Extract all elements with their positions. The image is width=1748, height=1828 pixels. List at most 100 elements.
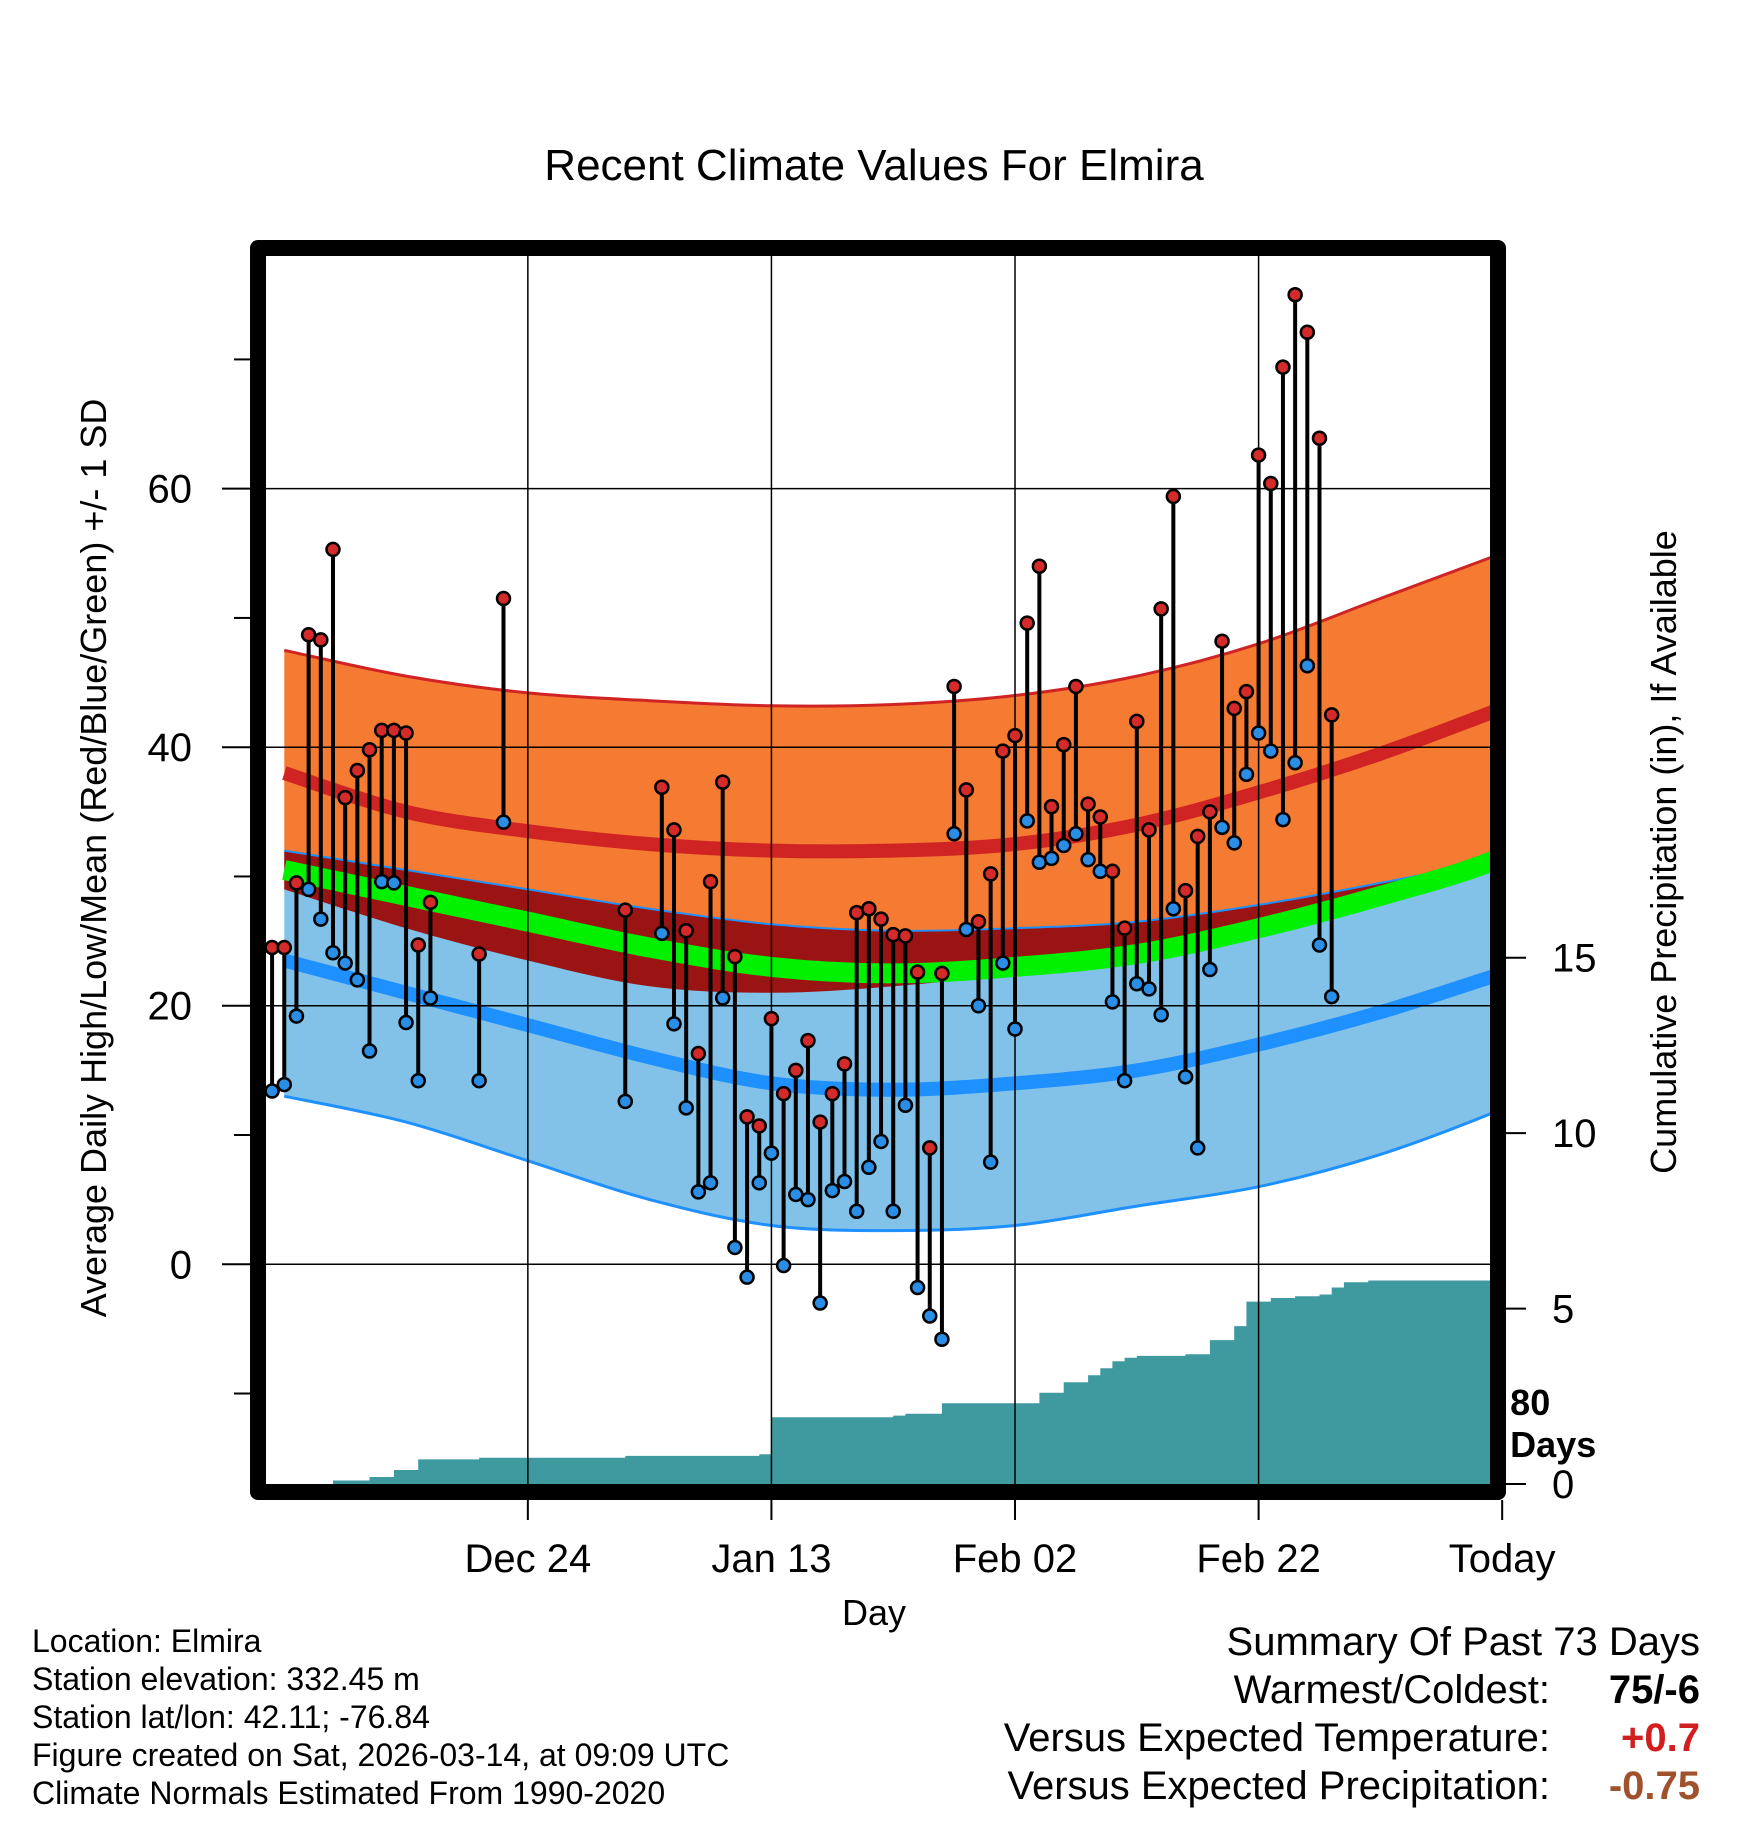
daily-low-point	[775, 1257, 792, 1274]
daily-low-point	[1435, 0, 1448, 7]
daily-high-point	[1471, 0, 1484, 7]
y2-tick-label: 0	[1552, 1463, 1574, 1507]
info-elevation: Station elevation: 332.45 m	[32, 1661, 420, 1697]
summary-warm-cold: Warmest/Coldest: 75/-6	[1004, 1666, 1700, 1714]
daily-low-point	[495, 814, 512, 830]
daily-high-point	[775, 1085, 792, 1102]
daily-low-point	[1374, 0, 1387, 7]
daily-high-point	[386, 722, 402, 739]
daily-high-point	[1214, 633, 1230, 649]
daily-high-point	[1362, 0, 1375, 7]
y-tick-label: 0	[170, 1243, 192, 1287]
daily-low-point	[1202, 961, 1218, 978]
daily-low-point	[1104, 994, 1121, 1010]
daily-low-point	[1238, 766, 1255, 783]
daily-high-point	[1055, 736, 1072, 753]
info-created: Figure created on Sat, 2026-03-14, at 09…	[32, 1737, 730, 1773]
daily-high-point	[678, 923, 694, 939]
chart-title: Recent Climate Values For Elmira	[544, 141, 1204, 190]
daily-low-point	[946, 826, 962, 842]
daily-high-point	[1019, 615, 1035, 631]
daily-high-point	[1080, 796, 1096, 812]
daily-high-point	[909, 964, 926, 980]
info-normals: Climate Normals Estimated From 1990-2020	[32, 1775, 666, 1811]
daily-low-point	[1362, 0, 1375, 7]
daily-low-point	[1055, 837, 1072, 854]
daily-high-point	[617, 902, 634, 918]
daily-low-point	[1043, 850, 1060, 867]
daily-high-point	[410, 937, 426, 953]
daily-high-point	[1226, 700, 1242, 717]
daily-high-point	[1398, 0, 1411, 7]
daily-low-point	[1275, 811, 1291, 828]
y-tick-label: 60	[148, 468, 193, 512]
y2-tick-label: 15	[1552, 937, 1597, 981]
daily-low-point	[763, 1145, 780, 1161]
daily-low-point	[266, 1083, 280, 1099]
daily-high-point	[800, 1032, 816, 1049]
normal-mean-line	[282, 851, 1490, 984]
temp-value: +0.7	[1621, 1716, 1700, 1760]
daily-high-point	[690, 1045, 707, 1062]
daily-high-point	[1043, 798, 1060, 815]
info-latlon: Station lat/lon: 42.11; -76.84	[32, 1699, 430, 1735]
daily-high-point	[1350, 0, 1363, 7]
daily-high-point	[1007, 727, 1023, 744]
summary-title: Summary Of Past 73 Days	[1226, 1620, 1700, 1664]
daily-low-point	[1153, 1007, 1169, 1023]
daily-high-point	[349, 762, 366, 779]
daily-high-point	[946, 678, 962, 695]
daily-high-point	[970, 913, 987, 930]
daily-high-point	[1202, 804, 1218, 820]
daily-high-point	[1337, 0, 1350, 7]
daily-high-point	[861, 901, 877, 917]
temp-label: Versus Expected Temperature:	[1003, 1716, 1550, 1760]
daily-low-point	[1263, 743, 1279, 759]
daily-high-point	[1116, 920, 1133, 936]
daily-high-point	[824, 1085, 841, 1102]
daily-high-point	[361, 742, 378, 758]
normal-high-line	[282, 705, 1490, 859]
normal-overlap-band	[284, 850, 1490, 993]
info-location: Location: Elmira	[32, 1623, 262, 1659]
low-lower-edge	[283, 1094, 1490, 1233]
daily-low-point	[313, 911, 329, 927]
daily-low-point	[471, 1072, 487, 1089]
x-tick-label: Feb 02	[953, 1537, 1078, 1581]
daily-low-point	[897, 1097, 914, 1114]
daily-low-point	[1350, 0, 1363, 7]
daily-high-point	[714, 774, 731, 790]
x-tick-label: Dec 24	[464, 1537, 591, 1581]
daily-high-point	[654, 779, 670, 796]
daily-low-point	[1323, 988, 1340, 1005]
daily-high-point	[1484, 0, 1497, 7]
station-info: Location: Elmira Station elevation: 332.…	[32, 1622, 729, 1812]
daily-low-point	[800, 1191, 816, 1208]
today-days-word: Days	[1510, 1424, 1596, 1465]
daily-low-point	[288, 1008, 305, 1024]
daily-low-point	[422, 990, 439, 1006]
daily-high-point	[1410, 0, 1423, 7]
daily-high-point	[1092, 809, 1109, 825]
normal-low-line	[282, 953, 1490, 1097]
daily-low-point	[410, 1072, 426, 1089]
daily-low-point	[1484, 0, 1497, 7]
daily-low-point	[300, 881, 317, 898]
y2-tick-label: 5	[1552, 1288, 1574, 1332]
daily-low-point	[361, 1043, 378, 1059]
warm-cold-label: Warmest/Coldest:	[1233, 1668, 1550, 1712]
daily-low-point	[337, 955, 353, 971]
daily-high-point	[763, 1010, 780, 1027]
daily-low-point	[1459, 0, 1472, 7]
daily-low-point	[873, 1133, 889, 1150]
daily-high-point	[325, 541, 341, 558]
daily-low-point	[934, 1331, 950, 1347]
daily-high-point	[1299, 324, 1316, 341]
daily-low-point	[702, 1175, 719, 1191]
daily-high-point	[1104, 863, 1121, 880]
daily-low-point	[1423, 0, 1436, 7]
daily-high-point	[1311, 430, 1328, 447]
daily-high-point	[739, 1109, 755, 1125]
daily-low-point	[909, 1279, 926, 1296]
